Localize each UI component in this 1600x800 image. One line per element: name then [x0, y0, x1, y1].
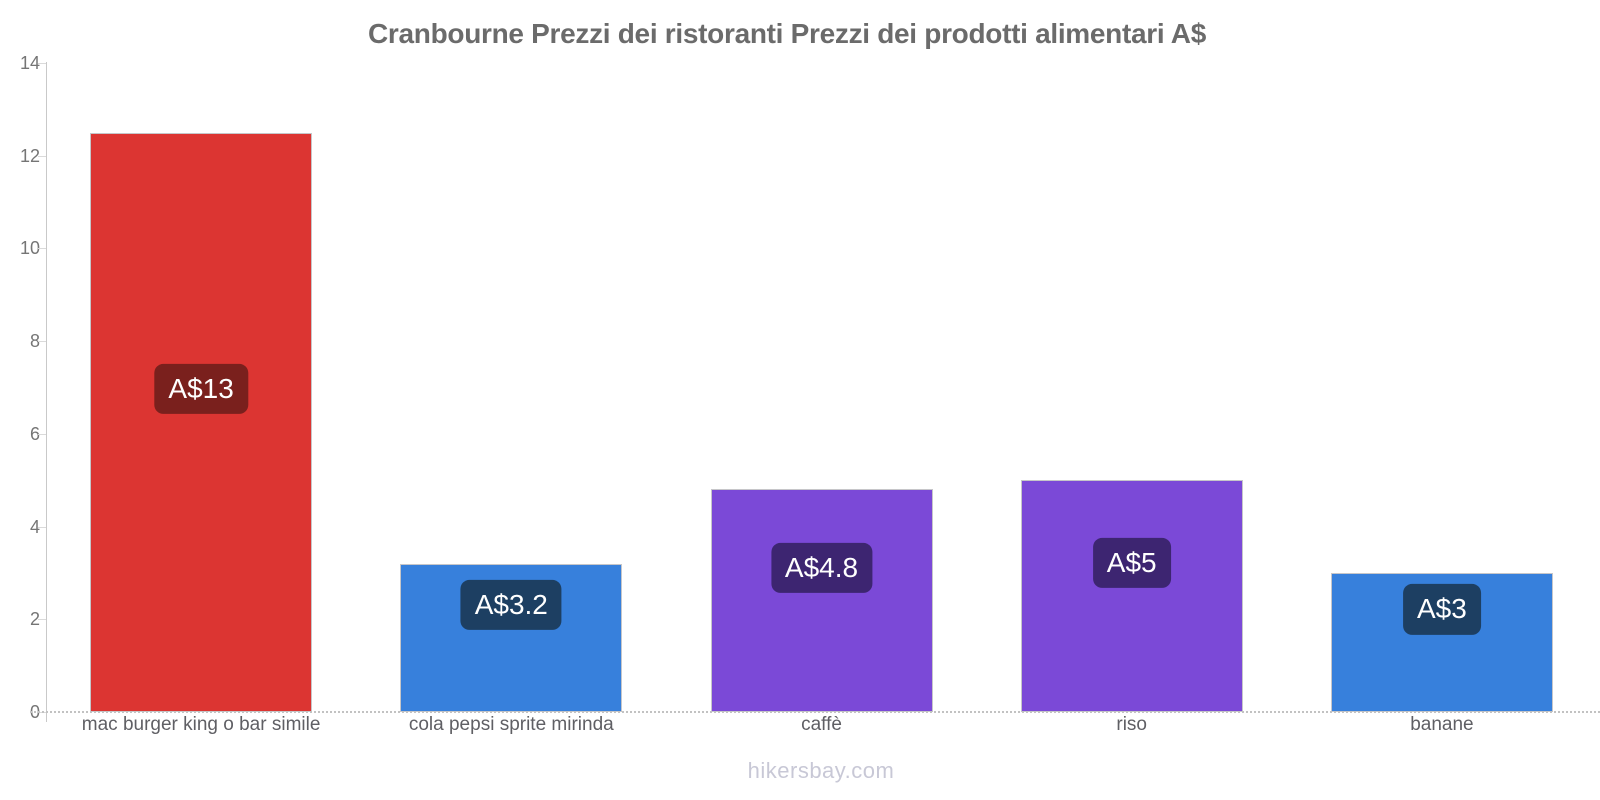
y-tick-mark-14: [38, 63, 46, 64]
bar-value-badge-cola-pepsi-sprite-mirinda: A$3.2: [460, 579, 562, 630]
y-tick-label-2: 2: [29, 609, 40, 630]
bar-mac-burger-king-o-bar-simile: [90, 132, 313, 712]
bar-value-badge-caff: A$4.8: [770, 542, 873, 593]
bar-riso: [1020, 480, 1243, 712]
y-tick-label-8: 8: [29, 331, 40, 352]
bar-value-badge-banane: A$3: [1402, 584, 1481, 635]
y-tick-mark-10: [38, 248, 46, 250]
y-tick-mark-4: [38, 526, 46, 528]
x-category-label-riso: riso: [1116, 714, 1147, 735]
y-tick-label-12: 12: [19, 145, 40, 166]
x-category-label-mac-burger-king-o-bar-simile: mac burger king o bar simile: [81, 714, 321, 735]
x-category-label-cola-pepsi-sprite-mirinda: cola pepsi sprite mirinda: [408, 714, 614, 735]
y-tick-label-10: 10: [19, 238, 40, 259]
bar-value-badge-mac-burger-king-o-bar-simile: A$13: [154, 364, 248, 415]
y-tick-label-14: 14: [19, 53, 40, 73]
bar-value-badge-riso: A$5: [1092, 538, 1171, 589]
x-axis-baseline: [30, 711, 1600, 713]
chart-title: Cranbourne Prezzi dei ristoranti Prezzi …: [368, 18, 1206, 49]
y-tick-label-4: 4: [29, 516, 40, 537]
y-tick-mark-8: [38, 341, 46, 343]
watermark-text: hikersbay.com: [747, 758, 895, 783]
y-tick-mark-2: [38, 619, 46, 621]
y-tick-mark-6: [38, 433, 46, 435]
y-tick-label-6: 6: [29, 423, 40, 444]
bar-caff: [710, 489, 933, 712]
x-category-label-caff: caffè: [801, 714, 842, 735]
y-tick-mark-12: [38, 155, 46, 157]
y-axis-line: [46, 62, 47, 722]
x-category-label-banane: banane: [1410, 714, 1474, 735]
